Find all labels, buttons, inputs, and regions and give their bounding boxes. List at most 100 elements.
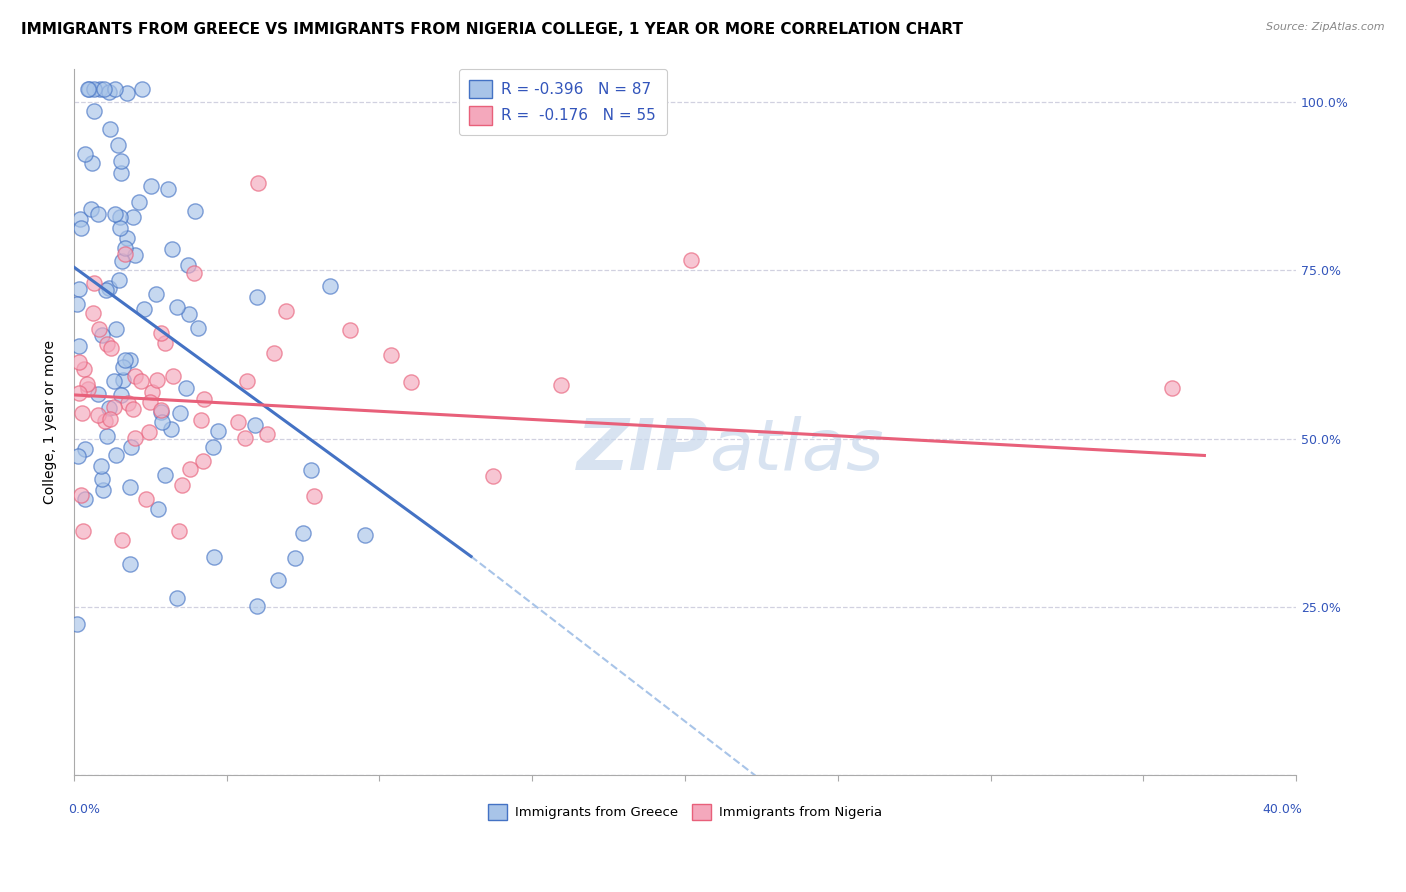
Point — [67, 386, 90, 401]
Point — [82, 155, 104, 169]
Point — [90, 459, 112, 474]
Point — [98, 412, 121, 426]
Point — [139, 395, 162, 409]
Point — [112, 373, 135, 387]
Point — [169, 406, 191, 420]
Point — [66, 449, 89, 463]
Point — [73, 146, 96, 161]
Point — [82, 306, 104, 320]
Point — [204, 549, 226, 564]
Point — [104, 448, 127, 462]
Point — [110, 388, 132, 402]
Point — [207, 424, 229, 438]
Point — [94, 283, 117, 297]
Point — [162, 368, 184, 383]
Point — [72, 362, 94, 376]
Point — [174, 381, 197, 395]
Point — [107, 137, 129, 152]
Point — [179, 461, 201, 475]
Point — [104, 81, 127, 95]
Point — [80, 202, 103, 216]
Point — [183, 266, 205, 280]
Point — [76, 382, 98, 396]
Legend: Immigrants from Greece, Immigrants from Nigeria: Immigrants from Greece, Immigrants from … — [482, 798, 887, 825]
Point — [105, 322, 128, 336]
Point — [121, 210, 143, 224]
Y-axis label: College, 1 year or more: College, 1 year or more — [44, 340, 58, 504]
Point — [233, 431, 256, 445]
Point — [67, 355, 90, 369]
Point — [115, 231, 138, 245]
Point — [177, 258, 200, 272]
Point — [236, 374, 259, 388]
Point — [319, 278, 342, 293]
Point — [98, 280, 121, 294]
Point — [73, 491, 96, 506]
Point — [193, 454, 215, 468]
Point — [155, 335, 177, 350]
Point — [354, 528, 377, 542]
Point — [167, 524, 190, 538]
Point — [104, 207, 127, 221]
Point — [339, 323, 361, 337]
Point — [301, 463, 323, 477]
Point — [124, 368, 146, 383]
Point — [276, 303, 298, 318]
Text: ZIP: ZIP — [576, 416, 710, 484]
Point — [267, 573, 290, 587]
Point — [110, 153, 132, 168]
Text: 0.0%: 0.0% — [67, 804, 100, 816]
Point — [128, 195, 150, 210]
Point — [482, 468, 505, 483]
Point — [72, 524, 94, 538]
Point — [149, 403, 172, 417]
Point — [111, 533, 134, 547]
Point — [73, 442, 96, 457]
Point — [111, 254, 134, 268]
Point — [110, 166, 132, 180]
Point — [103, 374, 125, 388]
Point — [83, 103, 105, 118]
Point — [114, 241, 136, 255]
Point — [157, 182, 180, 196]
Point — [129, 374, 152, 388]
Point — [66, 297, 89, 311]
Point — [141, 384, 163, 399]
Point — [115, 87, 138, 101]
Point — [89, 81, 111, 95]
Point — [150, 415, 173, 429]
Point — [302, 489, 325, 503]
Point — [100, 122, 122, 136]
Point — [146, 373, 169, 387]
Point — [120, 480, 142, 494]
Point — [131, 81, 153, 95]
Point — [193, 392, 215, 407]
Point — [96, 429, 118, 443]
Point — [76, 81, 98, 95]
Point — [139, 179, 162, 194]
Point — [83, 276, 105, 290]
Point — [263, 346, 285, 360]
Point — [124, 248, 146, 262]
Point — [246, 599, 269, 614]
Point — [153, 468, 176, 483]
Point — [184, 203, 207, 218]
Point — [124, 431, 146, 445]
Point — [550, 377, 572, 392]
Point — [69, 281, 91, 295]
Point — [190, 413, 212, 427]
Point — [120, 440, 142, 454]
Point — [138, 425, 160, 439]
Point — [108, 210, 131, 224]
Point — [103, 400, 125, 414]
Point — [380, 349, 402, 363]
Point — [399, 376, 422, 390]
Point — [117, 396, 139, 410]
Point — [1160, 381, 1182, 395]
Point — [256, 427, 278, 442]
Point — [246, 176, 269, 190]
Point — [166, 591, 188, 605]
Point — [148, 501, 170, 516]
Point — [114, 247, 136, 261]
Point — [226, 415, 249, 429]
